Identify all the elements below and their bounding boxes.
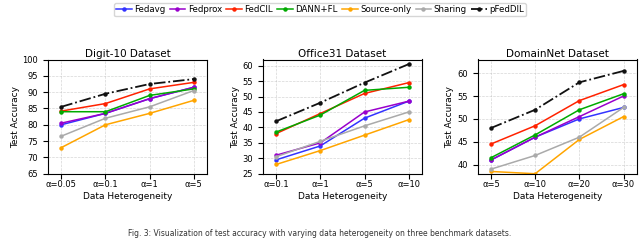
Y-axis label: Test Accuracy: Test Accuracy	[11, 86, 20, 148]
X-axis label: Data Heterogeneity: Data Heterogeneity	[513, 192, 602, 201]
X-axis label: Data Heterogeneity: Data Heterogeneity	[83, 192, 172, 201]
X-axis label: Data Heterogeneity: Data Heterogeneity	[298, 192, 387, 201]
Title: Office31 Dataset: Office31 Dataset	[298, 49, 387, 59]
Legend: Fedavg, Fedprox, FedCIL, DANN+FL, Source-only, Sharing, pFedDIL: Fedavg, Fedprox, FedCIL, DANN+FL, Source…	[114, 3, 526, 16]
Y-axis label: Test Accuracy: Test Accuracy	[445, 86, 454, 148]
Text: Fig. 3: Visualization of test accuracy with varying data heterogeneity on three : Fig. 3: Visualization of test accuracy w…	[129, 229, 511, 238]
Title: DomainNet Dataset: DomainNet Dataset	[506, 49, 609, 59]
Y-axis label: Test Accuracy: Test Accuracy	[230, 86, 240, 148]
Title: Digit-10 Dataset: Digit-10 Dataset	[84, 49, 170, 59]
